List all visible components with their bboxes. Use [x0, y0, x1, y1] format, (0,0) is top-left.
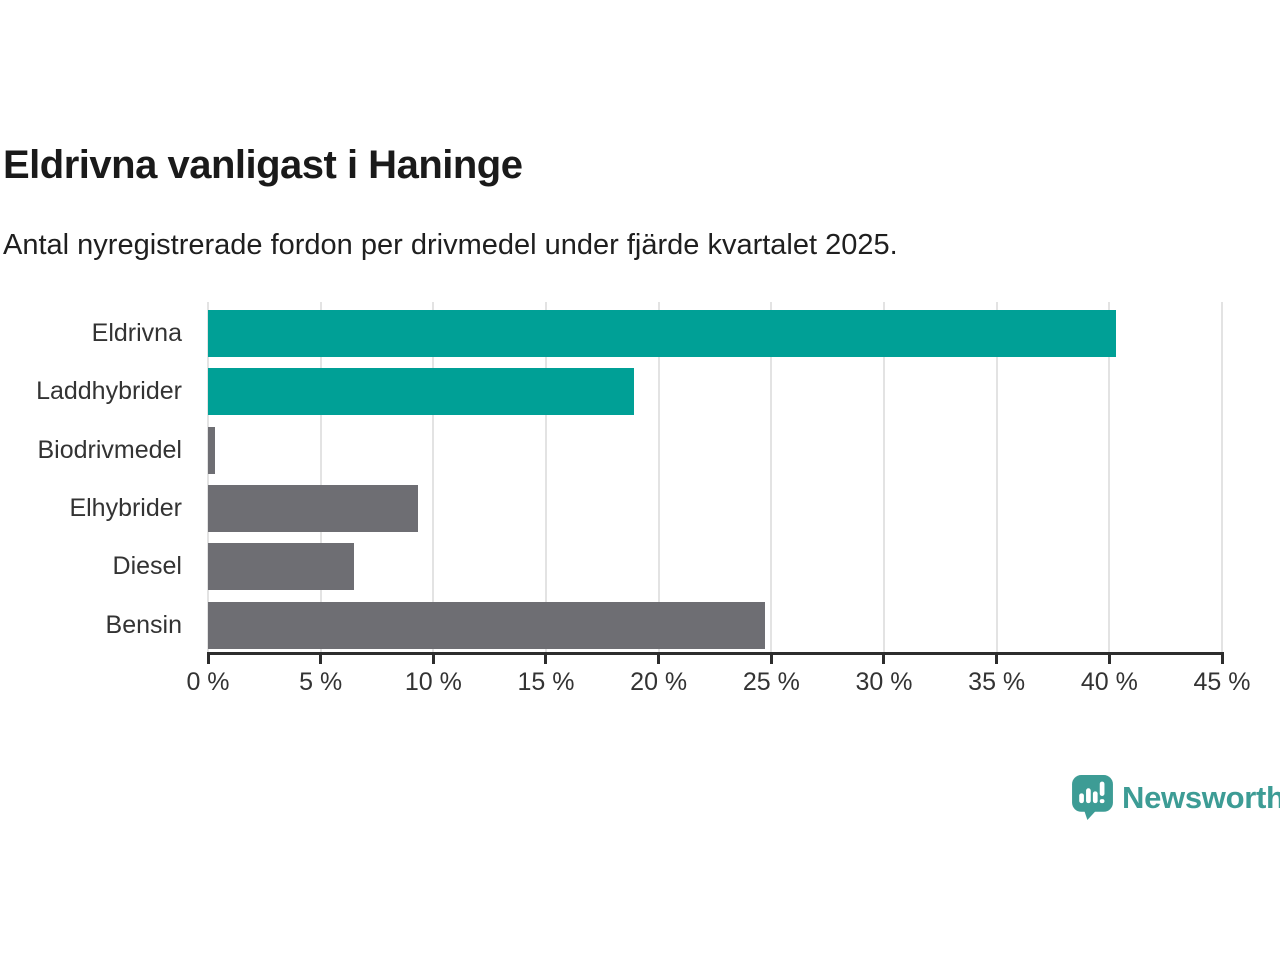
gridline — [544, 302, 547, 652]
axis-tick-label: 5 % — [299, 668, 343, 696]
axis-tick-label: 40 % — [1080, 668, 1138, 696]
gridline — [432, 302, 435, 652]
gridline — [995, 302, 998, 652]
axis-tick — [882, 652, 886, 664]
gridline — [319, 302, 322, 652]
axis-tick — [1220, 652, 1224, 664]
category-label: Laddhybrider — [36, 377, 182, 406]
axis-tick — [431, 652, 435, 664]
bar-elhybrider — [208, 485, 418, 532]
brand-name: Newsworthy — [1122, 780, 1280, 815]
axis-tick — [1107, 652, 1111, 664]
chart-subtitle: Antal nyregistrerade fordon per drivmede… — [3, 229, 898, 261]
category-axis: Eldrivna Laddhybrider Biodrivmedel Elhybrid… — [0, 302, 195, 652]
category-label: Bensin — [105, 610, 182, 639]
axis-tick-label: 10 % — [404, 668, 462, 696]
bar-biodrivmedel — [208, 426, 215, 474]
category-label: Diesel — [112, 552, 182, 581]
bar-bensin — [208, 601, 765, 649]
axis-tick-label: 0 % — [186, 668, 230, 696]
axis-tick-label: 25 % — [742, 668, 800, 696]
gridline — [882, 302, 885, 652]
gridline — [657, 302, 660, 652]
gridline — [1108, 302, 1111, 652]
bar-chart-plot-area: 0 % 5 % 10 % 15 % 20 % 25 % 30 % 35 % 40 % 45 % — [186, 302, 1250, 696]
axis-tick — [769, 652, 773, 664]
axis-tick-label: 35 % — [968, 668, 1026, 696]
bar-eldrivna — [208, 310, 1117, 357]
axis-tick-label: 20 % — [630, 668, 688, 696]
category-label: Biodrivmedel — [37, 435, 182, 464]
category-label: Elhybrider — [69, 494, 182, 522]
axis-tick — [995, 652, 999, 664]
axis-tick — [544, 652, 548, 664]
axis-tick-label: 30 % — [855, 668, 913, 696]
axis-tick — [657, 652, 661, 664]
chart-title: Eldrivna vanligast i Haninge — [3, 143, 523, 187]
brand-footer: Newsworthy — [1072, 775, 1280, 821]
gridline — [770, 302, 773, 652]
axis-tick — [319, 652, 323, 664]
category-label: Eldrivna — [91, 319, 182, 347]
axis-tick-label: 45 % — [1193, 668, 1251, 696]
axis-tick — [206, 652, 210, 664]
gridline — [1221, 302, 1223, 652]
axis-tick-label: 15 % — [517, 668, 575, 696]
bar-diesel — [208, 543, 355, 591]
newsworthy-logo-icon — [1072, 775, 1113, 820]
gridline — [207, 302, 209, 652]
bar-laddhybrider — [208, 368, 634, 416]
